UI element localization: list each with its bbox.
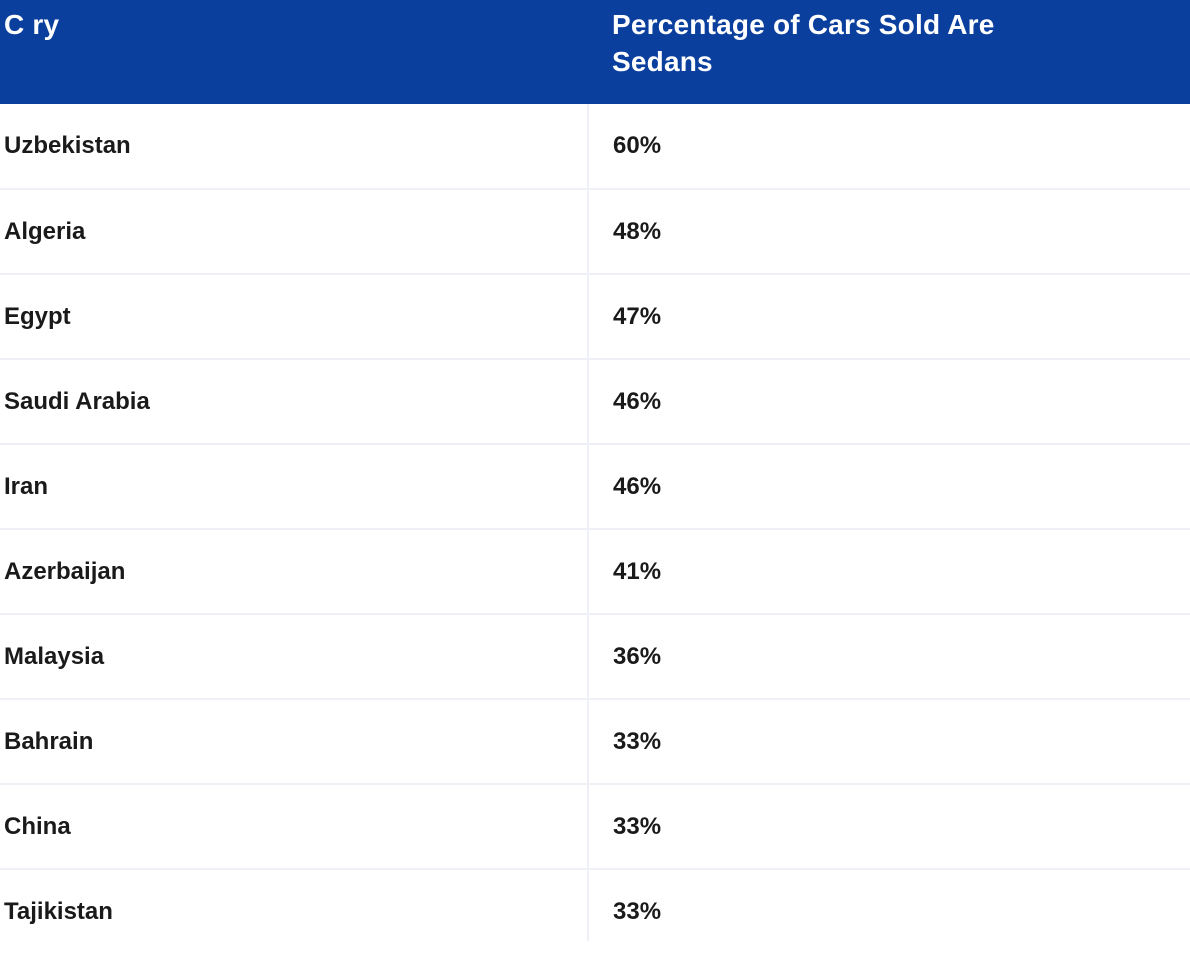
table-row: Egypt 47%: [0, 274, 1190, 359]
percentage-cell: 60%: [613, 132, 662, 159]
table-row: Saudi Arabia 46%: [0, 359, 1190, 444]
percentage-cell: 41%: [613, 557, 662, 585]
table-row: Uzbekistan 60%: [0, 104, 1190, 189]
column-header-percentage: Percentage of Cars Sold Are Sedans: [612, 9, 995, 77]
country-cell: Algeria: [0, 189, 589, 274]
country-cell: Malaysia: [0, 614, 589, 699]
table-row: Tajikistan 33%: [0, 869, 1190, 941]
sedan-share-table: C ry Percentage of Cars Sold Are Sedans …: [0, 0, 1190, 941]
country-cell: Iran: [0, 444, 589, 529]
table-row: Algeria 48%: [0, 189, 1190, 274]
country-cell: Azerbaijan: [0, 529, 589, 614]
percentage-cell: 46%: [613, 472, 662, 500]
table-row: Azerbaijan 41%: [0, 529, 1190, 614]
country-cell: Uzbekistan: [0, 104, 589, 189]
table-row: Iran 46%: [0, 444, 1190, 529]
country-cell: Saudi Arabia: [0, 359, 589, 444]
table-header: C ry Percentage of Cars Sold Are Sedans: [0, 0, 1190, 104]
percentage-cell: 33%: [613, 898, 662, 925]
table-row: China 33%: [0, 784, 1190, 869]
percentage-cell: 33%: [613, 812, 662, 840]
table-row: Bahrain 33%: [0, 699, 1190, 784]
percentage-cell: 48%: [613, 217, 662, 245]
country-cell: Egypt: [0, 274, 589, 359]
percentage-cell: 46%: [613, 387, 662, 415]
percentage-cell: 36%: [613, 642, 662, 670]
table-body: Uzbekistan 60% Algeria 48% Egypt 47% Sau…: [0, 104, 1190, 941]
sedan-share-table-container: C ry Percentage of Cars Sold Are Sedans …: [0, 0, 1190, 941]
percentage-cell: 47%: [613, 302, 662, 330]
country-cell: China: [0, 784, 589, 869]
column-header-country: C ry: [4, 9, 60, 40]
country-cell: Bahrain: [0, 699, 589, 784]
country-cell: Tajikistan: [0, 869, 589, 941]
header-row: C ry Percentage of Cars Sold Are Sedans: [0, 0, 1190, 104]
percentage-cell: 33%: [613, 727, 662, 755]
table-row: Malaysia 36%: [0, 614, 1190, 699]
